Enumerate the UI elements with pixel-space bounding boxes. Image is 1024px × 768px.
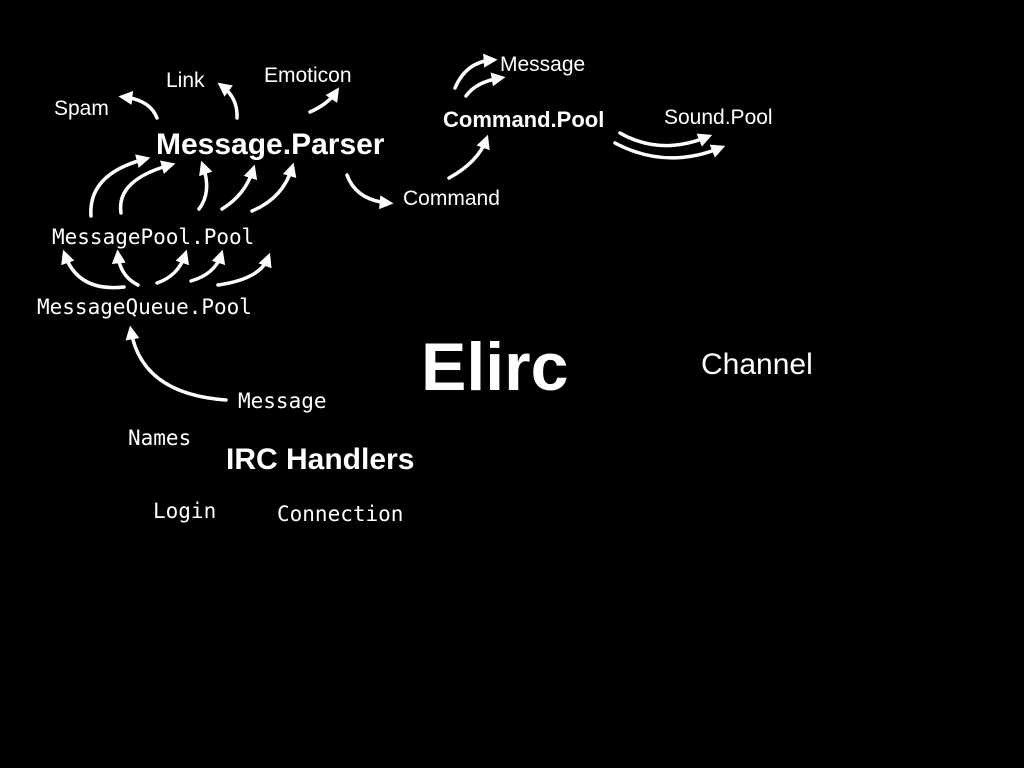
node-irc-handlers: IRC Handlers [226,443,415,476]
arrow-commandpool-to-soundpool-1 [618,131,713,148]
diagram-title: Elirc [421,329,569,405]
node-names: Names [128,426,192,450]
arrow-queue-to-pool-1 [61,249,126,290]
arrow-pool-to-parser-5 [250,162,297,213]
node-channel: Channel [701,348,813,381]
node-emoticon: Emoticon [264,64,352,87]
arrow-command-to-commandpool [447,134,490,180]
node-sound-pool: Sound.Pool [664,106,773,129]
node-connection: Connection [277,502,404,526]
arrow-commandpool-to-message-1 [453,53,498,90]
node-command-pool: Command.Pool [443,107,605,132]
arrow-pool-to-parser-2 [118,160,176,215]
arrow-queue-to-pool-2 [111,249,140,287]
node-link: Link [166,69,205,92]
node-message-top: Message [500,53,586,76]
arrow-queue-to-pool-4 [189,249,226,283]
node-login: Login [153,499,217,523]
node-spam: Spam [54,97,109,120]
arrow-queue-to-pool-5 [216,252,272,287]
arrow-queue-to-pool-3 [155,249,189,285]
node-message-parser: Message.Parser [156,128,385,161]
arrow-parser-to-spam [118,91,159,120]
arrow-message-to-queue [125,325,228,402]
arrow-commandpool-to-message-2 [464,72,506,98]
arrow-commandpool-to-soundpool-2 [613,141,726,160]
arrow-pool-to-parser-1 [89,154,151,218]
arrow-pool-to-parser-3 [197,160,213,211]
node-message-pool: MessagePool.Pool [52,225,255,249]
arrow-pool-to-parser-4 [220,164,258,211]
node-message-irc: Message [238,389,327,413]
node-command: Command [403,187,500,210]
arrow-parser-to-link [217,82,239,120]
node-message-queue: MessageQueue.Pool [37,295,252,319]
arrow-parser-to-emoticon [308,87,340,114]
arrow-parser-to-command [345,173,394,210]
